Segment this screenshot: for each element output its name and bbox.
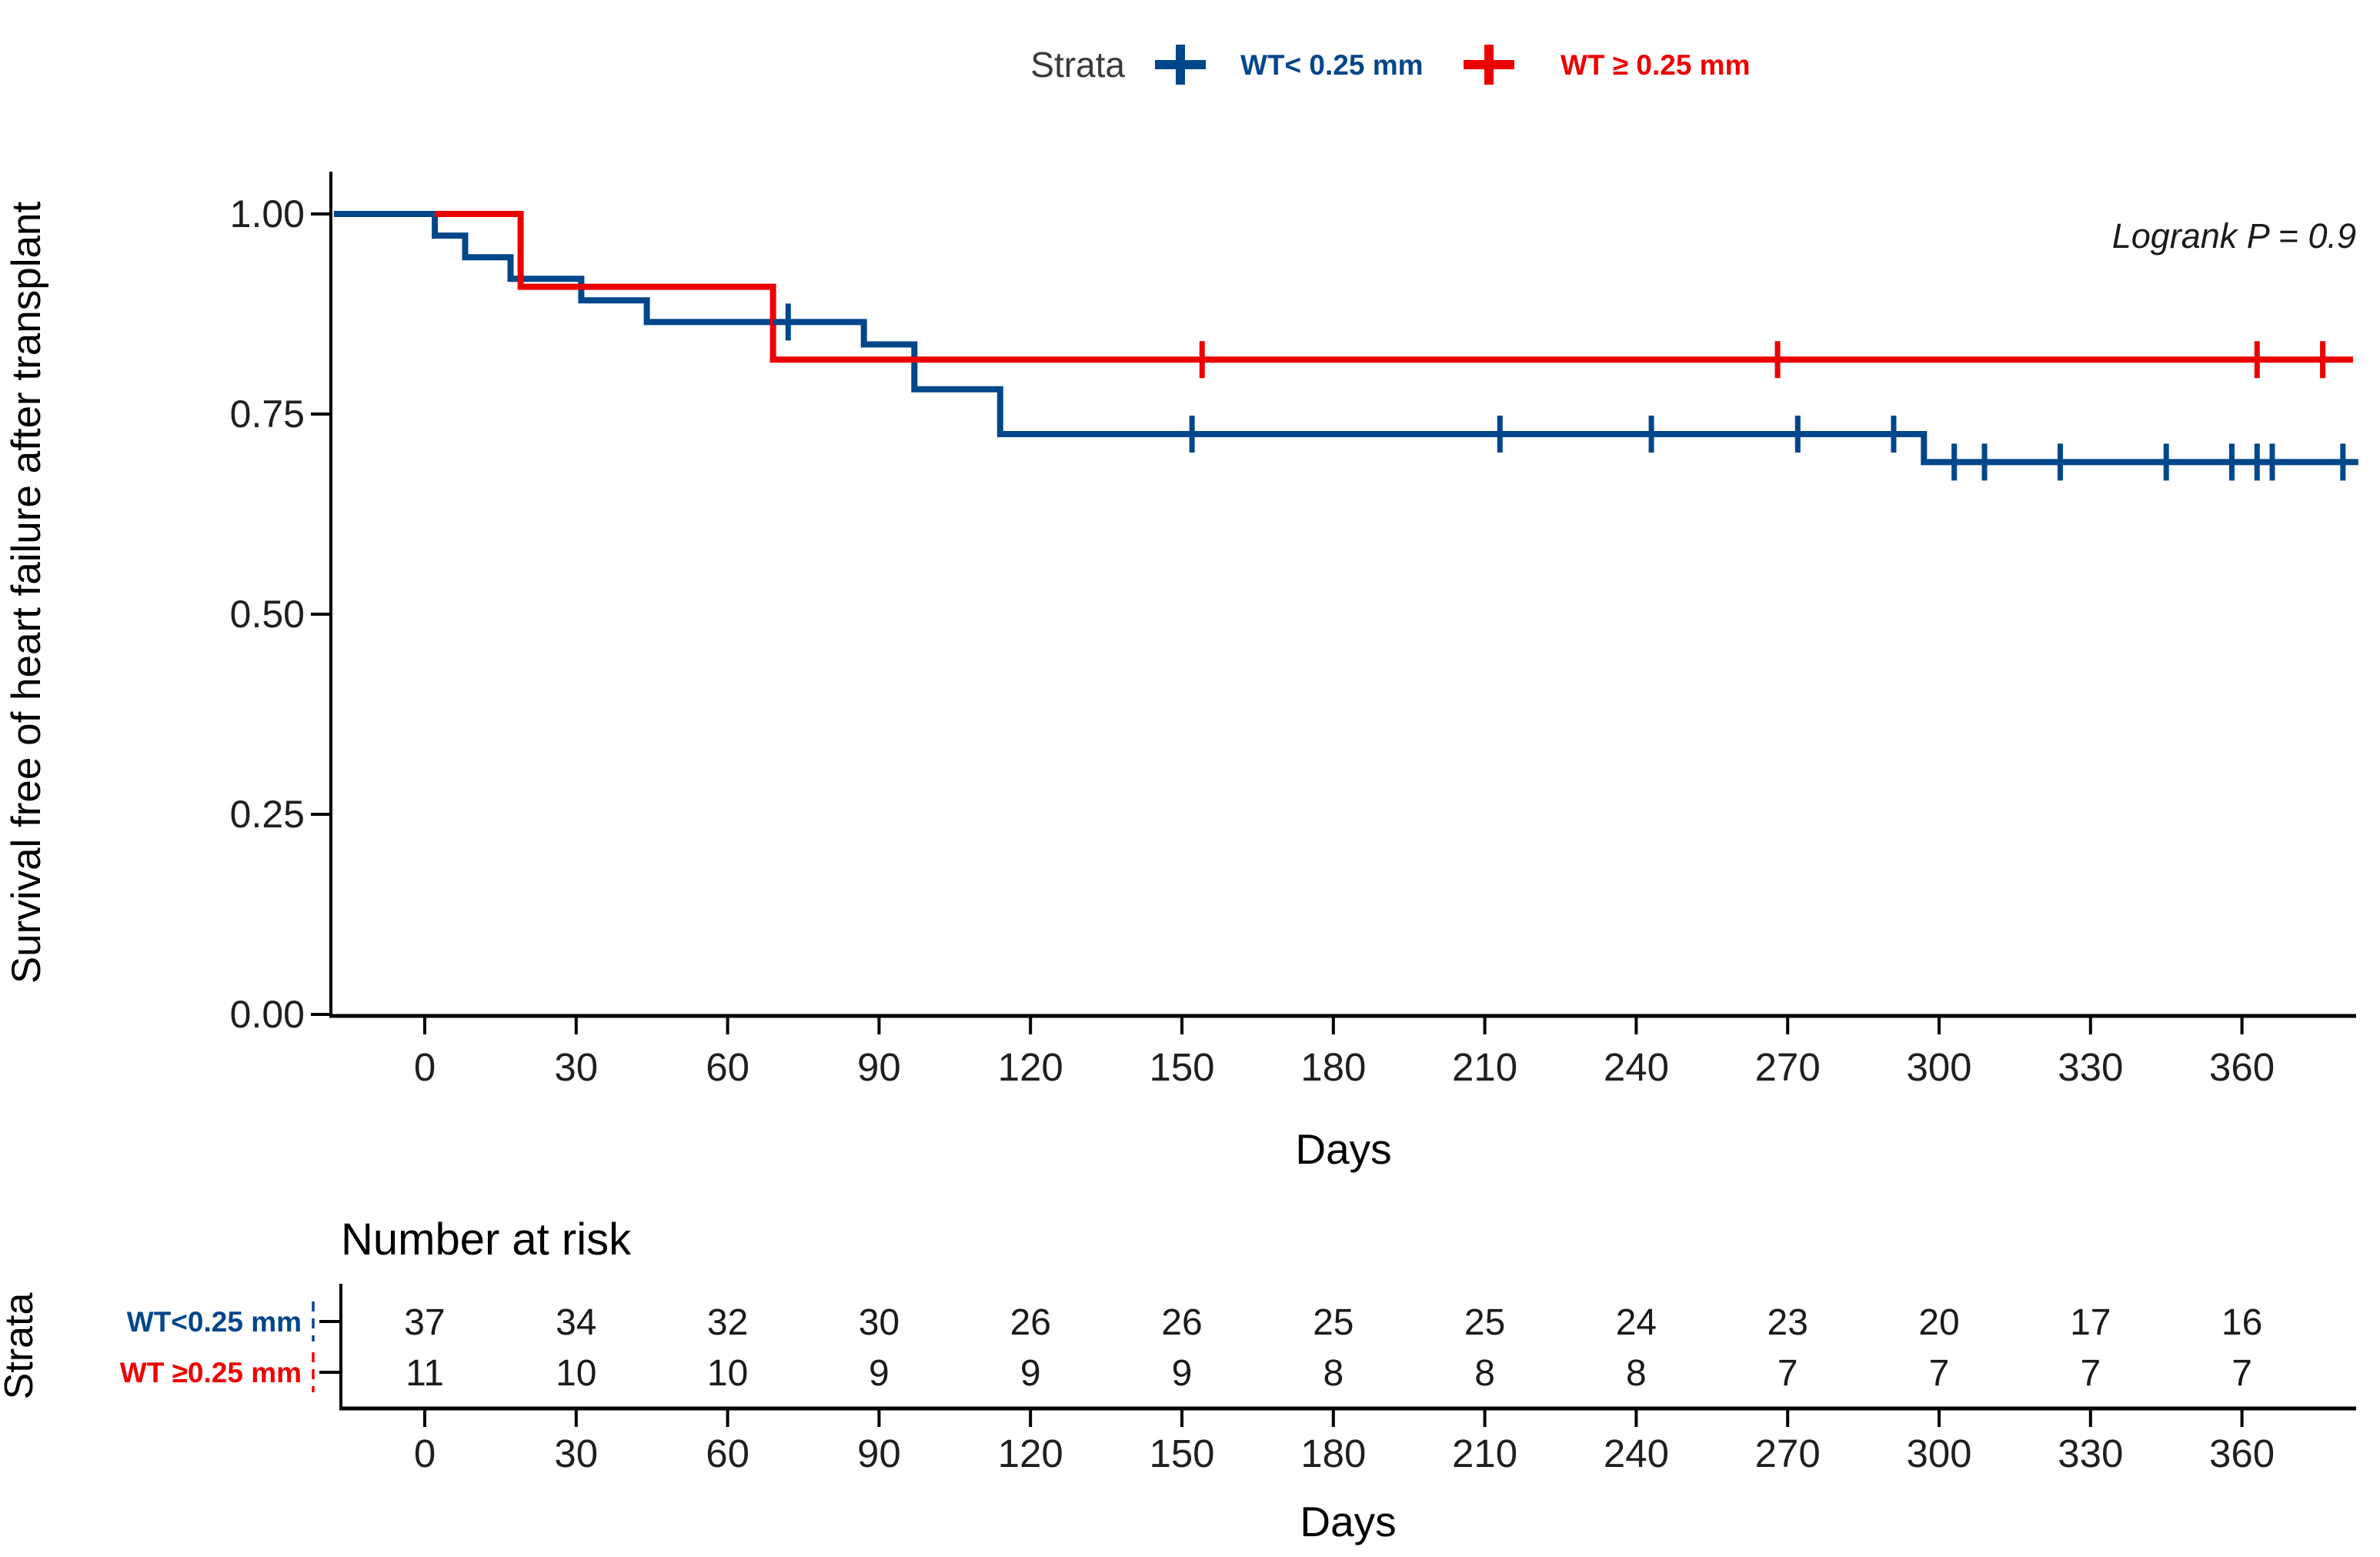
risk-count: 10 (556, 1353, 596, 1394)
risk-x-tick-label: 180 (1300, 1432, 1366, 1475)
survival-curve-0 (333, 211, 2358, 466)
risk-count: 11 (406, 1353, 444, 1394)
risk-count: 7 (1929, 1353, 1950, 1394)
x-tick-label: 0 (414, 1045, 436, 1089)
censor-mark (1177, 416, 1208, 453)
legend-marker-0 (1155, 45, 1206, 85)
risk-count: 7 (1777, 1353, 1798, 1394)
x-tick-label: 60 (706, 1045, 749, 1089)
logrank-annotation: Logrank P = 0.9 (2112, 216, 2356, 256)
risk-count: 7 (2231, 1353, 2252, 1394)
risk-count: 32 (707, 1302, 748, 1343)
y-tick-label: 0.75 (230, 393, 305, 436)
censor-mark (2241, 341, 2273, 379)
risk-table-title: Number at risk (341, 1215, 632, 1265)
risk-count: 26 (1010, 1302, 1051, 1343)
censor-mark (1762, 341, 1794, 379)
risk-table: 37 34 32 30 26 26 25 25 24 23 20 17 16 11 10 10 9 9 9 8 8 8 7 7… (312, 1284, 2356, 1475)
axes (329, 172, 2356, 1018)
risk-count: 9 (1020, 1353, 1041, 1394)
legend-markers (1155, 45, 1514, 85)
risk-x-tick-label: 360 (2209, 1432, 2275, 1475)
censor-marks (773, 303, 2358, 481)
x-tick-label: 210 (1452, 1045, 1517, 1089)
risk-x-tick-label: 60 (706, 1432, 749, 1475)
x-tick-label: 120 (998, 1045, 1063, 1089)
legend-series-0-label: WT< 0.25 mm (1240, 49, 1424, 81)
risk-x-tick-label: 300 (1906, 1432, 1971, 1475)
x-tick-label: 180 (1300, 1045, 1366, 1089)
censor-mark (2045, 443, 2076, 481)
censor-mark (1484, 416, 1516, 453)
risk-count: 30 (859, 1302, 900, 1343)
survival-curves (333, 211, 2358, 466)
risk-count: 24 (1616, 1302, 1657, 1343)
censor-mark (1636, 416, 1667, 453)
risk-count: 17 (2070, 1302, 2111, 1343)
y-tick-label: 1.00 (230, 192, 305, 236)
risk-x-tick-label: 270 (1755, 1432, 1821, 1475)
risk-x-tick-label: 240 (1604, 1432, 1669, 1475)
legend-title: Strata (1030, 45, 1125, 85)
risk-count: 26 (1161, 1302, 1202, 1343)
risk-count: 7 (2080, 1353, 2101, 1394)
risk-row-1-label: WT ≥0.25 mm (120, 1357, 302, 1388)
censor-mark (773, 303, 804, 341)
x-tick-label: 330 (2058, 1045, 2123, 1089)
risk-count: 8 (1626, 1353, 1647, 1394)
censor-mark (2256, 443, 2288, 481)
risk-x-tick-label: 210 (1452, 1432, 1517, 1475)
risk-x-tick-label: 330 (2058, 1432, 2123, 1475)
risk-x-tick-label: 90 (857, 1432, 901, 1475)
risk-count: 25 (1464, 1302, 1505, 1343)
y-tick-label: 0.25 (230, 793, 305, 836)
axis-ticks: 1.00 0.75 0.50 0.25 0.00 0 30 60 90 120 150 180 210 2… (230, 192, 2275, 1089)
risk-count: 9 (869, 1353, 890, 1394)
risk-count: 10 (707, 1353, 748, 1394)
risk-count: 23 (1767, 1302, 1808, 1343)
x-tick-label: 150 (1149, 1045, 1214, 1089)
legend-series-1-label: WT ≥ 0.25 mm (1561, 49, 1750, 81)
risk-x-tick-label: 150 (1149, 1432, 1214, 1475)
risk-row-0-label: WT<0.25 mm (127, 1306, 302, 1338)
censor-mark (1969, 443, 2001, 481)
x-tick-label: 270 (1755, 1045, 1821, 1089)
censor-mark (1782, 416, 1814, 453)
risk-count: 8 (1323, 1353, 1344, 1394)
censor-mark (2151, 443, 2182, 481)
risk-count: 20 (1918, 1302, 1959, 1343)
x-tick-label: 30 (554, 1045, 598, 1089)
y-tick-label: 0.00 (230, 993, 305, 1036)
risk-x-tick-label: 120 (998, 1432, 1063, 1475)
x-axis-title: Days (1295, 1125, 1391, 1173)
risk-strata-label: Strata (0, 1293, 42, 1400)
risk-count: 8 (1474, 1353, 1495, 1394)
censor-mark (2307, 341, 2338, 379)
y-axis-title: Survival free of heart failure after tra… (4, 202, 49, 984)
x-tick-label: 90 (857, 1045, 901, 1089)
risk-count: 37 (404, 1302, 445, 1343)
x-tick-label: 360 (2209, 1045, 2275, 1089)
censor-mark (1187, 341, 1218, 379)
risk-x-tick-label: 30 (554, 1432, 598, 1475)
censor-mark (1878, 416, 1909, 453)
risk-count: 25 (1313, 1302, 1354, 1343)
y-tick-label: 0.50 (230, 593, 305, 636)
risk-count: 34 (556, 1302, 596, 1343)
risk-x-tick-label: 0 (414, 1432, 436, 1475)
legend-marker-1 (1464, 45, 1514, 85)
x-tick-label: 300 (1906, 1045, 1971, 1089)
risk-count: 16 (2221, 1302, 2262, 1343)
x-tick-label: 240 (1604, 1045, 1669, 1089)
risk-count: 9 (1172, 1353, 1193, 1394)
censor-mark (1938, 443, 1970, 481)
risk-x-axis-title: Days (1300, 1498, 1396, 1545)
survival-curve-1 (435, 211, 2353, 363)
censor-mark (2327, 443, 2358, 481)
